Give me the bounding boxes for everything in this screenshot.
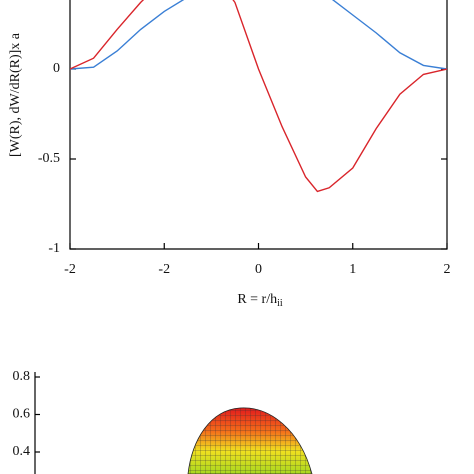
z-tick-label: 0.8 [13,369,31,384]
z-tick-label: 0.4 [13,444,31,459]
y-axis-label: [W(R), dW/dR(R)]x a [8,32,23,157]
y-tick-label: -1 [48,241,60,256]
x-tick-label: 0 [255,262,262,277]
x-axis-label-main: R = r/h [237,292,277,307]
surface-chart: 0.4 0.6 0.8 [13,369,313,474]
x-axis-label-sub: ii [277,298,283,309]
plot-area [70,0,447,193]
surface-mesh [187,407,313,474]
y-tick-label: -0.5 [38,151,60,166]
x-tick-label: -2 [158,262,170,277]
y-tick-label: 0 [53,61,60,76]
line-chart: [W(R), dW/dR(R)]x a R = r/hii -1 -0.5 0 -2 -… [8,0,451,309]
z-tick-label: 0.6 [13,407,31,422]
x-tick-label: 1 [349,262,356,277]
x-tick-label: -2 [64,262,76,277]
series-line [70,0,447,70]
x-axis-label: R = r/hii [237,292,283,309]
x-tick-label: 2 [444,262,451,277]
plot-frame [69,0,448,250]
series-line [70,0,447,193]
